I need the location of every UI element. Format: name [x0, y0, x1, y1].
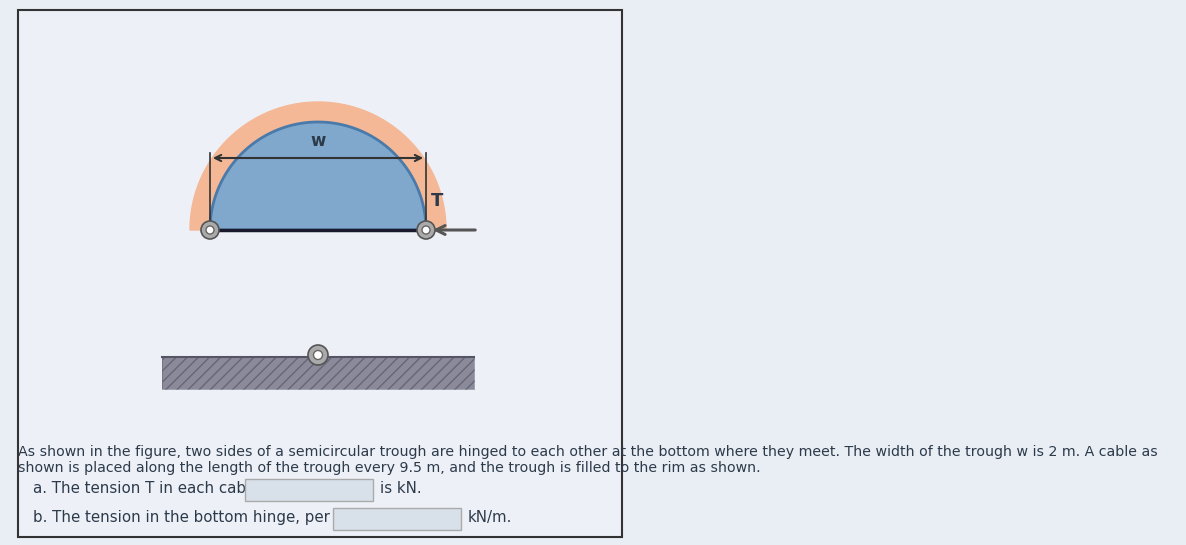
Text: T: T	[431, 192, 444, 210]
Text: shown is placed along the length of the trough every 9.5 m, and the trough is fi: shown is placed along the length of the …	[18, 461, 760, 475]
Circle shape	[200, 221, 219, 239]
Text: b. The tension in the bottom hinge, per unit length is: b. The tension in the bottom hinge, per …	[33, 510, 434, 525]
Text: kN/m.: kN/m.	[468, 510, 512, 525]
Circle shape	[417, 221, 435, 239]
Bar	[162, 357, 474, 389]
Circle shape	[308, 345, 329, 365]
Circle shape	[422, 226, 431, 234]
Polygon shape	[210, 122, 426, 230]
Text: is kN.: is kN.	[380, 481, 422, 496]
Bar	[18, 10, 621, 537]
Circle shape	[206, 226, 213, 234]
Text: As shown in the figure, two sides of a semicircular trough are hinged to each ot: As shown in the figure, two sides of a s…	[18, 445, 1158, 459]
Bar	[246, 479, 374, 501]
Bar	[333, 508, 461, 530]
Polygon shape	[190, 102, 446, 230]
Text: a. The tension T in each cable: a. The tension T in each cable	[33, 481, 260, 496]
Text: w: w	[311, 132, 326, 150]
Circle shape	[313, 350, 323, 360]
Bar	[162, 357, 474, 389]
